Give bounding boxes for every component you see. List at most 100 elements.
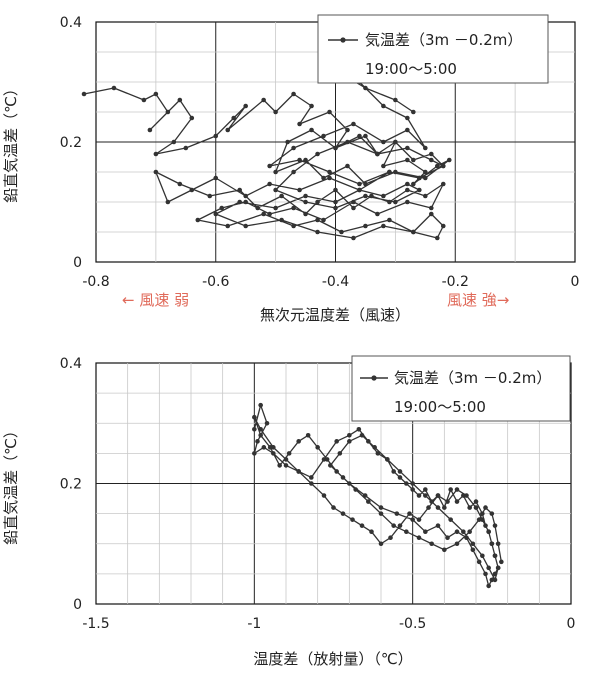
- data-point: [461, 493, 466, 498]
- y-tick-label: 0: [73, 255, 82, 271]
- data-point: [177, 97, 183, 103]
- data-point: [405, 115, 410, 121]
- data-point: [492, 571, 498, 577]
- data-point: [442, 505, 447, 510]
- data-point: [375, 151, 380, 157]
- data-point: [434, 235, 440, 241]
- tick-labels: -1.5 -1 -0.5 0 0 0.2 0.4: [60, 356, 576, 632]
- data-point: [486, 529, 491, 534]
- data-point: [225, 127, 231, 133]
- data-point: [429, 157, 434, 163]
- legend-period-label: 19:00～5:00: [365, 60, 457, 78]
- data-point: [225, 223, 231, 229]
- legend-period-label: 19:00～5:00: [394, 398, 486, 416]
- data-point: [351, 121, 356, 127]
- data-point: [213, 133, 219, 139]
- data-point: [405, 187, 410, 193]
- data-point: [345, 127, 350, 133]
- data-point: [499, 559, 504, 565]
- data-point: [279, 217, 284, 223]
- data-point: [495, 541, 501, 547]
- data-point: [362, 493, 368, 498]
- data-point: [464, 535, 469, 541]
- y-tick-label: 0.2: [60, 477, 82, 493]
- data-point: [492, 553, 498, 559]
- data-point: [423, 175, 428, 181]
- data-point: [351, 205, 356, 211]
- data-point: [397, 469, 403, 474]
- data-point: [297, 157, 302, 163]
- data-point: [357, 133, 362, 139]
- data-point: [467, 505, 472, 510]
- data-point: [381, 139, 386, 145]
- data-point: [321, 493, 327, 498]
- data-point: [195, 217, 201, 223]
- data-point: [492, 577, 498, 583]
- x-tick-label: -0.5: [399, 616, 426, 632]
- legend-box: 気温差（3m －0.2m） 19:00～5:00: [351, 355, 571, 422]
- data-point: [327, 175, 332, 181]
- data-point: [464, 493, 469, 498]
- data-point: [213, 175, 219, 181]
- data-point: [489, 541, 495, 547]
- data-point: [440, 163, 446, 169]
- data-point: [283, 463, 289, 468]
- data-point: [404, 529, 409, 534]
- data-point: [434, 163, 440, 169]
- data-point: [423, 193, 428, 199]
- legend-series-label: 気温差（3m －0.2m）: [365, 31, 522, 49]
- tick-labels: -0.8 -0.6 -0.4 -0.2 0 0 0.2 0.4: [60, 15, 580, 290]
- data-point: [351, 199, 356, 205]
- data-point: [345, 139, 350, 145]
- data-point: [171, 139, 177, 145]
- y-tick-label: 0.4: [60, 356, 82, 372]
- data-point: [393, 139, 398, 145]
- data-point: [219, 205, 225, 211]
- chart-wind-speed: -0.8 -0.6 -0.4 -0.2 0 0 0.2 0.4 気温差（3m －0.2m） 1…: [2, 14, 580, 324]
- data-point: [258, 402, 263, 408]
- x-tick-label: -1.5: [82, 616, 109, 632]
- data-point: [333, 199, 338, 205]
- data-point: [303, 193, 308, 199]
- x-axis-title: 温度差（放射量）（℃）: [253, 650, 412, 668]
- data-point: [243, 103, 248, 109]
- data-point: [410, 517, 415, 522]
- data-point: [423, 487, 428, 492]
- data-point: [483, 571, 488, 577]
- data-point: [483, 505, 488, 510]
- data-point: [357, 181, 362, 187]
- data-point: [411, 229, 416, 235]
- series-line: [81, 67, 452, 241]
- data-point: [476, 559, 482, 565]
- data-point: [357, 187, 362, 193]
- data-point: [309, 475, 314, 480]
- data-point: [296, 439, 301, 444]
- data-point: [423, 529, 428, 534]
- data-point: [315, 445, 320, 450]
- data-point: [350, 517, 355, 522]
- data-point: [291, 91, 296, 97]
- data-point: [315, 217, 320, 223]
- annotation-weak-wind: ← 風速 弱: [122, 291, 189, 309]
- data-point: [394, 511, 400, 516]
- data-point: [442, 547, 447, 553]
- data-point: [297, 121, 302, 127]
- data-point: [473, 499, 479, 504]
- data-point: [467, 529, 472, 534]
- data-point: [378, 541, 384, 547]
- data-point: [327, 109, 332, 115]
- data-point: [296, 469, 301, 474]
- data-point: [141, 97, 147, 103]
- x-tick-label: 0: [567, 616, 576, 632]
- data-point: [334, 439, 339, 444]
- data-point: [315, 199, 320, 205]
- data-point: [267, 211, 272, 217]
- data-point: [381, 103, 386, 109]
- data-point: [476, 517, 482, 522]
- data-point: [445, 535, 450, 541]
- series-path: [83, 69, 450, 239]
- data-point: [454, 487, 460, 492]
- legend-marker: [340, 37, 346, 43]
- data-point: [243, 199, 248, 205]
- data-point: [435, 493, 441, 498]
